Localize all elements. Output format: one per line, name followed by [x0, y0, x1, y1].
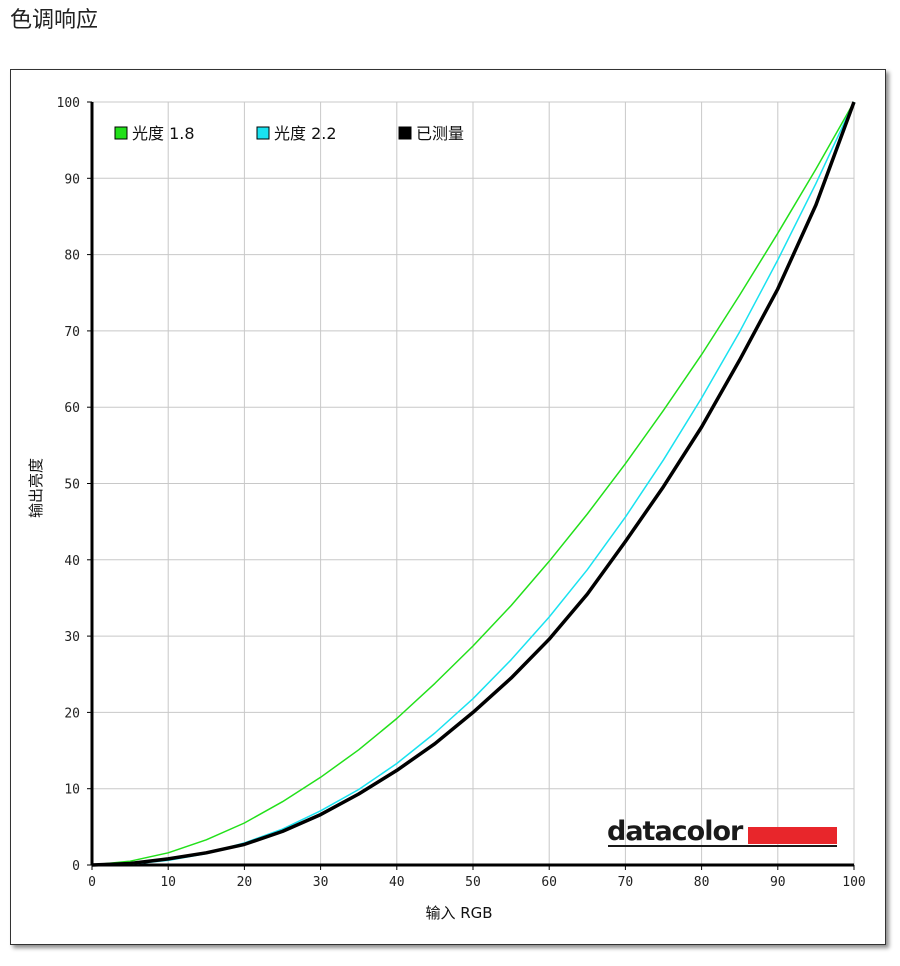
legend-swatch	[114, 126, 128, 140]
x-tick-label: 10	[160, 875, 176, 890]
series-line-1	[91, 101, 855, 866]
page-title: 色调响应	[10, 8, 99, 33]
tone-response-chart: 0 10 20 30 40 50 60 70 80 90 100 0 10 20 30 40 50 60 70 80…	[27, 96, 866, 922]
y-tick-label: 20	[64, 706, 80, 721]
x-axis-label: 输入 RGB	[425, 904, 492, 922]
y-tick-label: 90	[64, 172, 80, 187]
x-tick-label: 90	[770, 875, 786, 890]
y-tick-label: 30	[64, 630, 80, 645]
legend-swatch	[256, 126, 270, 140]
y-tick-labels: 0 10 20 30 40 50 60 70 80 90 100	[57, 96, 80, 874]
legend-label: 光度 2.2	[274, 124, 337, 143]
x-tick-label: 60	[541, 875, 557, 890]
chart-panel: 0 10 20 30 40 50 60 70 80 90 100 0 10 20 30 40 50 60 70 80…	[10, 69, 886, 945]
series-line-3	[91, 101, 856, 867]
x-tick-label: 70	[618, 875, 634, 890]
y-tick-label: 50	[64, 478, 80, 493]
x-tick-label: 40	[389, 875, 405, 890]
datacolor-logo-bar	[748, 827, 837, 844]
grid-lines	[91, 101, 855, 866]
y-tick-label: 70	[64, 325, 80, 340]
y-axis-label: 输出亮度	[27, 458, 45, 518]
x-tick-label: 100	[842, 875, 865, 890]
y-tick-label: 80	[64, 249, 80, 264]
datacolor-logo-text: datacolor	[607, 816, 744, 847]
series-lines	[91, 101, 856, 867]
datacolor-logo-underline	[608, 845, 837, 847]
y-tick-label: 40	[64, 554, 80, 569]
datacolor-logo: datacolor	[607, 816, 837, 847]
legend-label: 已测量	[416, 124, 464, 143]
y-tick-label: 60	[64, 401, 80, 416]
x-tick-label: 80	[694, 875, 710, 890]
x-tick-label: 20	[237, 875, 253, 890]
legend-swatch	[398, 126, 412, 140]
y-tick-label: 100	[57, 96, 80, 111]
x-tick-label: 30	[313, 875, 329, 890]
x-tick-label: 50	[465, 875, 481, 890]
legend: 光度 1.8 光度 2.2 已测量	[114, 124, 464, 143]
axes	[87, 101, 855, 870]
y-tick-label: 10	[64, 783, 80, 798]
x-tick-labels: 0 10 20 30 40 50 60 70 80 90 100	[88, 875, 866, 890]
x-tick-label: 0	[88, 875, 96, 890]
legend-label: 光度 1.8	[132, 124, 195, 143]
y-tick-label: 0	[72, 859, 80, 874]
